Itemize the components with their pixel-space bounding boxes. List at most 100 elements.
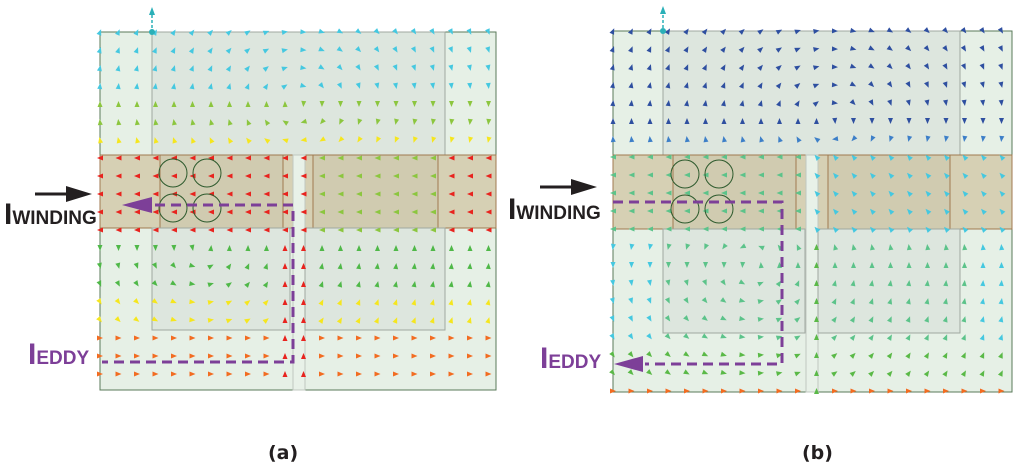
field-vector bbox=[227, 101, 233, 108]
field-vector bbox=[413, 136, 418, 143]
field-vector bbox=[281, 84, 288, 90]
field-vector bbox=[319, 227, 325, 233]
field-vector bbox=[393, 335, 399, 341]
field-vector bbox=[739, 352, 746, 358]
field-vector bbox=[850, 27, 857, 33]
field-vector bbox=[944, 172, 950, 179]
field-vector bbox=[429, 64, 435, 71]
field-vector bbox=[665, 154, 672, 160]
field-vector bbox=[775, 280, 782, 287]
field-vector bbox=[282, 353, 288, 359]
field-vector bbox=[943, 388, 949, 394]
field-vector bbox=[467, 281, 473, 288]
field-vector bbox=[720, 46, 726, 53]
field-vector bbox=[411, 191, 418, 197]
field-vector bbox=[355, 46, 362, 53]
field-vector bbox=[485, 227, 492, 233]
field-vector bbox=[374, 82, 380, 89]
field-vector bbox=[758, 245, 765, 251]
field-vector bbox=[411, 82, 417, 89]
field-vector bbox=[337, 227, 344, 233]
field-vector bbox=[833, 244, 839, 251]
field-vector bbox=[226, 83, 232, 90]
field-vector bbox=[627, 333, 634, 340]
field-vector bbox=[703, 136, 709, 143]
field-vector bbox=[97, 371, 103, 377]
field-vector bbox=[448, 155, 455, 161]
field-vector bbox=[924, 280, 930, 287]
field-vector bbox=[664, 28, 671, 35]
winding-block-right bbox=[312, 154, 439, 229]
field-vector bbox=[684, 226, 690, 232]
field-vector bbox=[647, 226, 653, 232]
field-vector bbox=[664, 333, 671, 340]
field-vector bbox=[263, 191, 270, 197]
field-vector bbox=[448, 191, 455, 197]
field-vector bbox=[962, 190, 969, 197]
field-vector bbox=[244, 48, 251, 54]
field-vector bbox=[628, 172, 635, 178]
field-vector bbox=[627, 369, 634, 376]
field-vector bbox=[301, 335, 306, 341]
field-vector bbox=[962, 172, 969, 179]
field-vector bbox=[629, 243, 635, 250]
field-vector bbox=[151, 280, 158, 287]
field-vector bbox=[888, 226, 895, 233]
conductor-circle-icon bbox=[192, 193, 222, 223]
field-vector bbox=[758, 388, 764, 394]
field-vector bbox=[775, 317, 783, 323]
field-vector bbox=[943, 117, 949, 124]
field-vector bbox=[849, 45, 857, 51]
field-vector bbox=[628, 100, 634, 107]
field-vector bbox=[646, 279, 652, 286]
field-vector bbox=[448, 299, 454, 306]
field-vector bbox=[701, 351, 709, 357]
field-vector bbox=[889, 135, 894, 142]
field-vector bbox=[301, 371, 306, 377]
field-vector bbox=[962, 135, 968, 142]
field-vector bbox=[318, 64, 325, 70]
field-vector bbox=[721, 261, 727, 268]
field-vector bbox=[832, 388, 838, 394]
field-vector bbox=[998, 280, 1004, 287]
field-vector bbox=[357, 118, 363, 125]
field-vector bbox=[888, 172, 895, 179]
field-vector bbox=[758, 226, 764, 232]
field-vector bbox=[646, 351, 653, 358]
field-vector bbox=[96, 316, 102, 323]
field-vector bbox=[300, 118, 308, 124]
field-vector bbox=[925, 190, 932, 197]
field-vector bbox=[467, 335, 473, 341]
field-vector bbox=[170, 280, 177, 286]
field-vector bbox=[812, 101, 819, 107]
field-vector bbox=[757, 46, 764, 53]
field-vector bbox=[262, 281, 269, 288]
arrow-right-icon bbox=[66, 186, 92, 202]
field-vector bbox=[282, 245, 288, 251]
field-vector bbox=[739, 370, 746, 376]
field-vector bbox=[833, 226, 839, 233]
field-vector bbox=[337, 281, 343, 288]
field-vector bbox=[189, 65, 194, 72]
field-vector bbox=[225, 263, 232, 270]
field-vector bbox=[738, 46, 745, 53]
field-vector bbox=[318, 46, 325, 52]
field-vector bbox=[429, 299, 435, 306]
field-vector bbox=[467, 371, 473, 377]
field-vector bbox=[887, 298, 893, 305]
field-vector bbox=[999, 244, 1005, 251]
field-vector bbox=[813, 47, 820, 53]
field-vector bbox=[814, 298, 819, 304]
field-vector bbox=[888, 262, 894, 269]
field-vector bbox=[814, 352, 819, 358]
field-vector bbox=[486, 136, 492, 143]
field-vector bbox=[282, 371, 288, 377]
field-vector bbox=[264, 101, 270, 108]
field-vector bbox=[629, 136, 635, 143]
field-vector bbox=[190, 101, 196, 108]
field-vector bbox=[684, 190, 690, 196]
field-vector bbox=[814, 190, 821, 197]
field-vector bbox=[282, 263, 288, 269]
field-vector bbox=[942, 316, 948, 323]
field-vector bbox=[906, 244, 912, 251]
